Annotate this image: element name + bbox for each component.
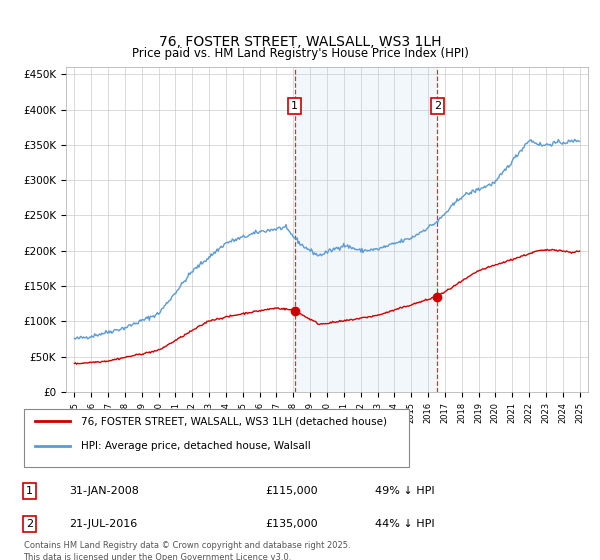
- Text: £115,000: £115,000: [265, 486, 318, 496]
- Text: 76, FOSTER STREET, WALSALL, WS3 1LH (detached house): 76, FOSTER STREET, WALSALL, WS3 1LH (det…: [81, 416, 387, 426]
- Text: 1: 1: [291, 101, 298, 111]
- Text: Price paid vs. HM Land Registry's House Price Index (HPI): Price paid vs. HM Land Registry's House …: [131, 46, 469, 60]
- Text: 2: 2: [26, 519, 33, 529]
- Bar: [295, 67, 437, 392]
- Text: 44% ↓ HPI: 44% ↓ HPI: [375, 519, 434, 529]
- FancyBboxPatch shape: [23, 409, 409, 466]
- Text: HPI: Average price, detached house, Walsall: HPI: Average price, detached house, Wals…: [81, 441, 311, 451]
- Text: This data is licensed under the Open Government Licence v3.0.: This data is licensed under the Open Gov…: [23, 553, 292, 560]
- Text: 21-JUL-2016: 21-JUL-2016: [70, 519, 138, 529]
- Text: 76, FOSTER STREET, WALSALL, WS3 1LH: 76, FOSTER STREET, WALSALL, WS3 1LH: [159, 35, 441, 49]
- Text: 49% ↓ HPI: 49% ↓ HPI: [375, 486, 434, 496]
- Text: £135,000: £135,000: [265, 519, 318, 529]
- Text: 1: 1: [26, 486, 33, 496]
- Text: 31-JAN-2008: 31-JAN-2008: [70, 486, 139, 496]
- Text: 2: 2: [434, 101, 441, 111]
- Text: Contains HM Land Registry data © Crown copyright and database right 2025.: Contains HM Land Registry data © Crown c…: [23, 541, 350, 550]
